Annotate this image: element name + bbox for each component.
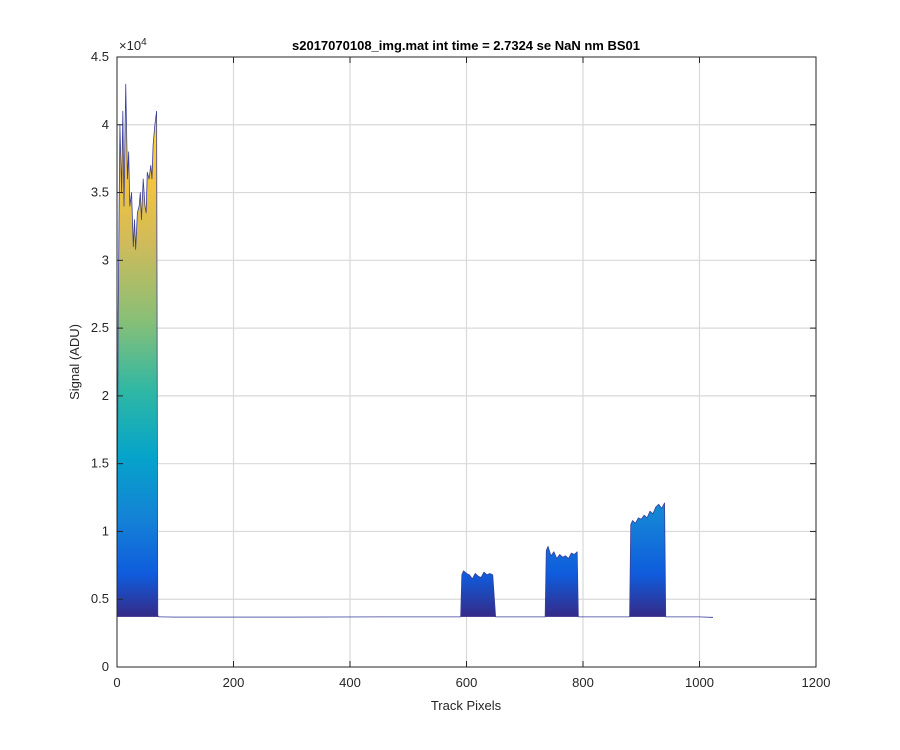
y-tick-label: 3 [102,252,109,267]
x-tick-label: 400 [339,675,361,690]
y-tick-label: 2 [102,388,109,403]
x-tick-label: 1200 [802,675,831,690]
y-tick-label: 1.5 [91,456,109,471]
y-tick-label: 0.5 [91,591,109,606]
y-tick-label: 0 [102,659,109,674]
y-exponent-label: ×104 [119,37,147,53]
x-tick-label: 600 [456,675,478,690]
y-axis-label: Signal (ADU) [67,324,82,400]
tick-labels: 0 200 400 600 800 1000 1200 0 0.5 1 1.5 2 2.5 3 3.5 4 4.… [91,49,831,690]
x-tick-label: 0 [113,675,120,690]
data-area-layer [117,83,713,618]
x-axis-label: Track Pixels [431,698,502,713]
series-line-0 [117,83,713,618]
y-exponent-base: ×10 [119,38,141,53]
x-tick-label: 200 [223,675,245,690]
series-area-0 [117,84,713,618]
grid-lines [117,57,816,667]
y-tick-label: 4.5 [91,49,109,64]
chart-title: s2017070108_img.mat int time = 2.7324 se… [292,38,640,53]
y-tick-label: 2.5 [91,320,109,335]
axis-ticks [116,56,817,668]
x-tick-label: 1000 [685,675,714,690]
y-tick-label: 4 [102,117,109,132]
x-tick-label: 800 [572,675,594,690]
y-tick-label: 1 [102,523,109,538]
y-tick-label: 3.5 [91,185,109,200]
y-exponent-power: 4 [141,37,147,48]
